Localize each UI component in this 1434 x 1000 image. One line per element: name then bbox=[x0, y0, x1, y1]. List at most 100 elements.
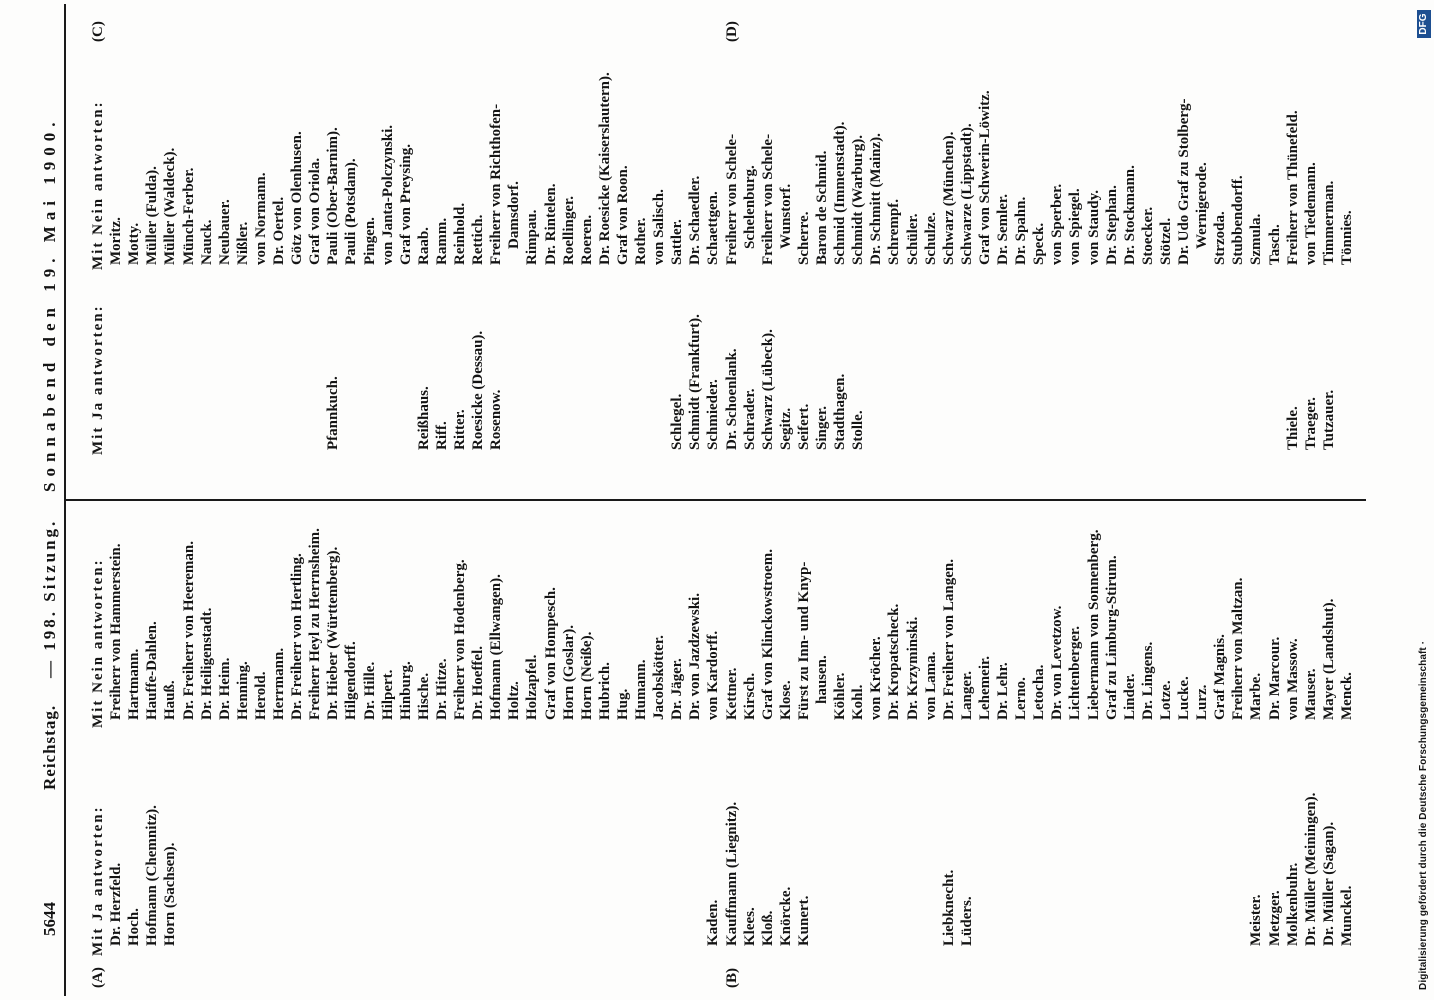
member-name: Graf von Klinckowstroem. bbox=[759, 549, 776, 720]
member-name: Hug. bbox=[614, 688, 631, 720]
member-name: Dr. Krzyminski. bbox=[904, 616, 921, 720]
member-name: Molkenbuhr. bbox=[1284, 862, 1301, 946]
member-name: Klees. bbox=[741, 907, 758, 946]
member-name: Dr. Spahn. bbox=[1013, 196, 1030, 265]
member-name: Horn (Goslar). bbox=[560, 625, 577, 720]
member-name: Wunstorf. bbox=[777, 183, 794, 249]
member-name: Schüler. bbox=[904, 213, 921, 265]
member-name: Lurz. bbox=[1194, 684, 1211, 720]
member-name: Seifert. bbox=[795, 403, 812, 450]
page-number: 5644 bbox=[40, 902, 59, 936]
section-marker: (D) bbox=[723, 21, 740, 42]
member-name: Herrmann. bbox=[271, 647, 287, 720]
member-name: Schrader. bbox=[741, 388, 758, 450]
member-name: Dr. Hille. bbox=[361, 661, 378, 720]
member-name: Dr. Freiherr von Heereman. bbox=[180, 541, 197, 720]
member-name: Sattler. bbox=[669, 219, 686, 265]
member-name: Liebermann von Sonnenberg. bbox=[1085, 529, 1102, 720]
member-name: Dr. Udo Graf zu Stolberg- bbox=[1176, 98, 1192, 265]
member-name: Lehemeir. bbox=[976, 655, 993, 720]
list-heading: Mit Ja antworten: bbox=[90, 805, 106, 956]
member-name: von Tiedemann. bbox=[1302, 162, 1319, 265]
member-name: Wernigerode. bbox=[1194, 162, 1211, 249]
member-name: Hartmann. bbox=[126, 648, 143, 720]
member-name: Freiherr von Schele- bbox=[759, 133, 776, 265]
member-name: Klose. bbox=[777, 680, 794, 720]
member-name: Müller (Fulda). bbox=[144, 166, 161, 265]
member-name: Metzger. bbox=[1266, 890, 1283, 946]
member-name: Köhler. bbox=[832, 672, 849, 720]
member-name: Schaettgen. bbox=[705, 191, 722, 265]
member-name: von Spiegel. bbox=[1067, 188, 1084, 265]
member-name: von Salisch. bbox=[651, 189, 668, 265]
member-name: Dr. von Jazdzewski. bbox=[687, 593, 704, 720]
member-name: Schwarz (München). bbox=[940, 131, 957, 265]
member-name: Freiherr von Schele- bbox=[723, 133, 740, 265]
member-name: Dr. Rintelen. bbox=[542, 183, 559, 265]
member-name: Dr. Herzfeld. bbox=[108, 862, 125, 946]
member-name: Dr. Marcour. bbox=[1266, 636, 1283, 720]
session: — 198. Sitzung. bbox=[40, 518, 59, 678]
member-name: Lichtenberger. bbox=[1067, 625, 1084, 720]
member-name: Scherre. bbox=[795, 211, 812, 265]
section-marker: (C) bbox=[90, 21, 106, 42]
member-name: Mauser. bbox=[1302, 668, 1319, 720]
member-name: Kauffmann (Liegnitz). bbox=[723, 801, 740, 946]
member-name: Baron de Schmid. bbox=[814, 150, 830, 265]
member-name: Graf zu Limburg-Stirum. bbox=[1103, 555, 1120, 720]
member-name: von Kröcher. bbox=[868, 636, 885, 720]
member-name: Dr. Müller (Meiningen). bbox=[1302, 792, 1319, 946]
member-name: Horn (Neiße). bbox=[578, 631, 595, 720]
member-name: Menck. bbox=[1338, 672, 1355, 720]
member-name: Reißhaus. bbox=[415, 386, 432, 450]
member-name: von Staudy. bbox=[1085, 189, 1102, 265]
member-name: Freiherr von Maltzan. bbox=[1230, 577, 1247, 720]
member-name: Lerno. bbox=[1013, 677, 1030, 720]
member-name: Hofmann (Chemnitz). bbox=[144, 805, 161, 946]
member-name: Dr. Lingens. bbox=[1139, 641, 1156, 720]
member-name: Stolle. bbox=[850, 410, 867, 450]
member-name: Schmieder. bbox=[705, 379, 722, 450]
member-name: Dr. Roesicke (Kaiserslautern). bbox=[596, 72, 613, 265]
member-name: Dr. Schaedler. bbox=[687, 175, 704, 265]
member-name: Dr. Stephan. bbox=[1103, 185, 1120, 265]
member-name: Traeger. bbox=[1302, 397, 1319, 450]
member-name: Kirsch. bbox=[741, 672, 758, 720]
section-marker: (A) bbox=[90, 967, 106, 988]
member-name: Dr. Lehr. bbox=[995, 662, 1011, 720]
member-name: Horn (Sachsen). bbox=[162, 842, 179, 946]
member-name: Lucke. bbox=[1176, 676, 1192, 720]
member-name: Dr. Schoenlank. bbox=[723, 348, 740, 450]
member-name: Pauli (Ober-Barnim). bbox=[325, 127, 342, 265]
column-rule bbox=[66, 499, 1366, 501]
member-name: Lotze. bbox=[1157, 680, 1174, 720]
member-name: Kunert. bbox=[795, 895, 812, 946]
member-name: Meister. bbox=[1248, 894, 1265, 946]
member-name: Hofmann (Ellwangen). bbox=[488, 574, 505, 720]
dfg-logo: DFG bbox=[1417, 10, 1431, 38]
member-name: von Lama. bbox=[922, 651, 939, 720]
member-name: Dr. Heiligenstadt. bbox=[198, 607, 215, 720]
member-name: Linder. bbox=[1121, 673, 1138, 720]
list-heading: Mit Nein antworten: bbox=[90, 558, 106, 728]
member-name: Fürst zu Inn- und Knyp- bbox=[795, 561, 812, 720]
member-name: Dr. Semler. bbox=[995, 194, 1011, 265]
member-name: Hoch. bbox=[126, 908, 143, 946]
member-name: Liebknecht. bbox=[940, 869, 957, 946]
member-name: Tasch. bbox=[1266, 224, 1283, 265]
member-name: Schmid (Immenstadt). bbox=[832, 121, 849, 265]
member-name: Freiherr von Thünefeld. bbox=[1284, 110, 1301, 265]
member-name: Pingen. bbox=[361, 217, 378, 265]
member-name: Moritz. bbox=[108, 217, 125, 265]
member-name: Schelenburg. bbox=[741, 165, 758, 249]
member-name: Kloß. bbox=[759, 910, 776, 946]
member-name: Graf von Hompesch. bbox=[542, 587, 559, 720]
member-name: Dr. Hoeffel. bbox=[470, 645, 487, 720]
member-name: Ritter. bbox=[452, 409, 468, 450]
member-name: Mayer (Landshut). bbox=[1320, 598, 1337, 720]
member-name: Pauli (Potsdam). bbox=[343, 158, 360, 265]
member-name: Hilgendorff. bbox=[343, 641, 360, 720]
member-name: von Massow. bbox=[1284, 638, 1301, 720]
member-name: Hauß. bbox=[162, 680, 179, 720]
member-name: Hilpert. bbox=[379, 669, 396, 720]
